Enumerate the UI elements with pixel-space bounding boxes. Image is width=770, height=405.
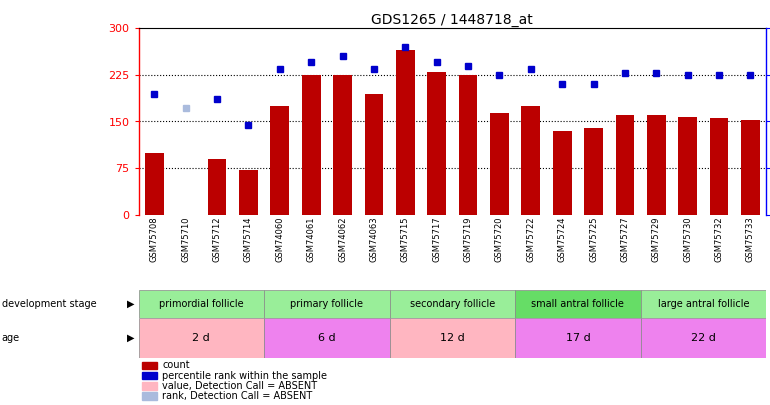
Text: GSM74062: GSM74062 xyxy=(338,216,347,262)
Text: rank, Detection Call = ABSENT: rank, Detection Call = ABSENT xyxy=(162,391,313,401)
Bar xyxy=(139,318,264,358)
Bar xyxy=(390,290,515,318)
Text: GSM75715: GSM75715 xyxy=(401,216,410,262)
Text: development stage: development stage xyxy=(2,299,96,309)
Text: value, Detection Call = ABSENT: value, Detection Call = ABSENT xyxy=(162,381,317,391)
Text: primordial follicle: primordial follicle xyxy=(159,299,243,309)
Bar xyxy=(615,115,634,215)
Bar xyxy=(515,290,641,318)
Bar xyxy=(364,94,383,215)
Text: small antral follicle: small antral follicle xyxy=(531,299,624,309)
Text: age: age xyxy=(2,333,20,343)
Text: GSM75730: GSM75730 xyxy=(683,216,692,262)
Bar xyxy=(264,318,390,358)
Bar xyxy=(647,115,666,215)
Text: GSM75729: GSM75729 xyxy=(652,216,661,262)
Text: GSM75727: GSM75727 xyxy=(621,216,629,262)
Text: GSM75725: GSM75725 xyxy=(589,216,598,262)
Bar xyxy=(710,118,728,215)
Text: 2 d: 2 d xyxy=(192,333,210,343)
Bar xyxy=(139,290,264,318)
Text: ▶: ▶ xyxy=(127,333,135,343)
Text: GSM75708: GSM75708 xyxy=(150,216,159,262)
Bar xyxy=(142,372,157,379)
Text: 22 d: 22 d xyxy=(691,333,716,343)
Text: GSM75719: GSM75719 xyxy=(464,216,473,262)
Bar xyxy=(427,72,446,215)
Text: primary follicle: primary follicle xyxy=(290,299,363,309)
Text: GSM75712: GSM75712 xyxy=(213,216,222,262)
Bar xyxy=(741,120,760,215)
Bar xyxy=(521,106,541,215)
Text: 12 d: 12 d xyxy=(440,333,465,343)
Bar xyxy=(142,362,157,369)
Text: GSM74061: GSM74061 xyxy=(306,216,316,262)
Bar xyxy=(239,170,258,215)
Bar xyxy=(459,75,477,215)
Bar xyxy=(396,50,415,215)
Text: GSM75717: GSM75717 xyxy=(432,216,441,262)
Text: GSM74063: GSM74063 xyxy=(370,216,378,262)
Bar xyxy=(490,113,509,215)
Bar xyxy=(302,75,320,215)
Text: GSM75732: GSM75732 xyxy=(715,216,724,262)
Text: 6 d: 6 d xyxy=(318,333,336,343)
Text: GSM74060: GSM74060 xyxy=(276,216,284,262)
Text: GSM75722: GSM75722 xyxy=(527,216,535,262)
Bar xyxy=(333,75,352,215)
Bar xyxy=(145,153,164,215)
Text: GSM75710: GSM75710 xyxy=(181,216,190,262)
Bar xyxy=(584,128,603,215)
Bar xyxy=(641,290,766,318)
Text: ▶: ▶ xyxy=(127,299,135,309)
Bar xyxy=(264,290,390,318)
Bar xyxy=(270,106,290,215)
Text: GSM75724: GSM75724 xyxy=(557,216,567,262)
Bar xyxy=(515,318,641,358)
Text: large antral follicle: large antral follicle xyxy=(658,299,749,309)
Bar xyxy=(208,159,226,215)
Title: GDS1265 / 1448718_at: GDS1265 / 1448718_at xyxy=(371,13,534,27)
Bar xyxy=(142,392,157,400)
Text: GSM75733: GSM75733 xyxy=(746,216,755,262)
Text: 17 d: 17 d xyxy=(565,333,591,343)
Bar xyxy=(142,382,157,390)
Bar xyxy=(553,131,571,215)
Text: GSM75720: GSM75720 xyxy=(495,216,504,262)
Text: secondary follicle: secondary follicle xyxy=(410,299,495,309)
Bar xyxy=(390,318,515,358)
Text: count: count xyxy=(162,360,190,371)
Bar xyxy=(678,117,697,215)
Text: percentile rank within the sample: percentile rank within the sample xyxy=(162,371,327,381)
Bar xyxy=(641,318,766,358)
Text: GSM75714: GSM75714 xyxy=(244,216,253,262)
